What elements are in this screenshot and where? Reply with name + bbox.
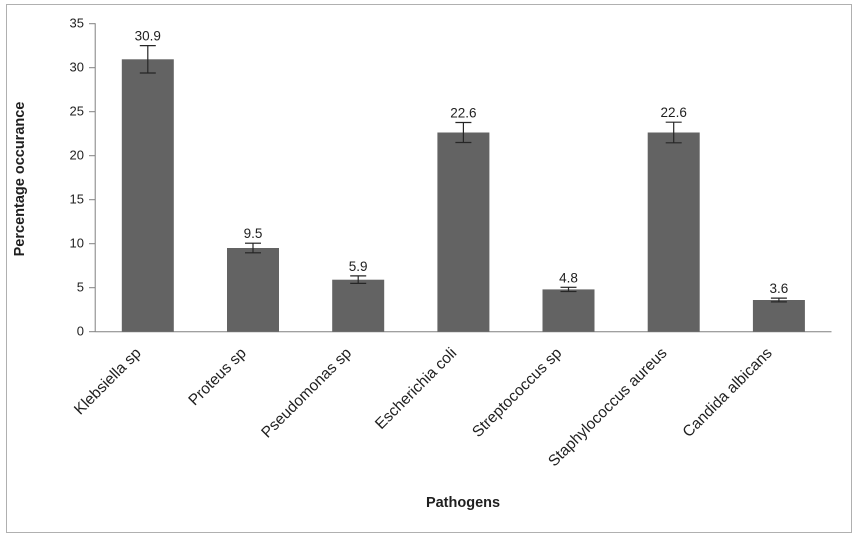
svg-text:22.6: 22.6 [450,106,476,121]
svg-text:Staphylococcus aureus: Staphylococcus aureus [545,345,671,471]
svg-text:25: 25 [70,104,84,119]
svg-text:22.6: 22.6 [661,105,687,120]
svg-text:35: 35 [70,16,84,31]
svg-text:30.9: 30.9 [135,29,161,44]
svg-text:Pathogens: Pathogens [426,495,500,511]
svg-text:Escherichia coli: Escherichia coli [372,345,460,433]
svg-text:0: 0 [77,324,84,339]
svg-text:9.5: 9.5 [244,226,263,241]
svg-text:10: 10 [70,236,84,251]
svg-text:15: 15 [70,192,84,207]
svg-text:30: 30 [70,60,84,75]
svg-text:Candida albicans: Candida albicans [680,345,776,441]
svg-text:5.9: 5.9 [349,259,368,274]
svg-text:Pseudomonas sp: Pseudomonas sp [258,345,355,442]
svg-text:Klebsiella sp: Klebsiella sp [71,345,145,419]
svg-text:3.6: 3.6 [770,281,789,296]
svg-text:Streptococcus sp: Streptococcus sp [469,345,565,441]
svg-text:20: 20 [70,148,84,163]
svg-text:Proteus sp: Proteus sp [185,345,249,409]
svg-text:Percentage occurance: Percentage occurance [12,102,28,257]
svg-text:5: 5 [77,280,84,295]
svg-text:4.8: 4.8 [559,270,578,285]
